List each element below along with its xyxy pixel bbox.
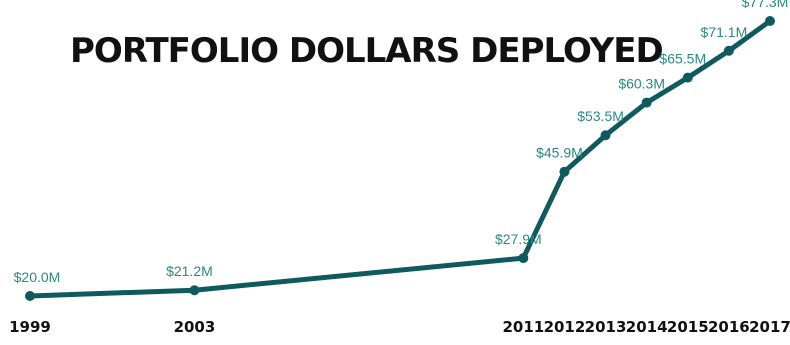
x-tick-label-2014: 2014: [626, 318, 668, 336]
data-point-2003: [189, 285, 200, 296]
x-tick-label-2003: 2003: [174, 318, 216, 336]
data-labels-layer: $20.0M $21.2M $27.9M $45.9M $53.5M $60.3M $65.…: [14, 0, 789, 285]
data-point-2017: [765, 16, 775, 26]
data-point-1999: [25, 291, 35, 301]
x-tick-label-2015: 2015: [667, 318, 709, 336]
x-tick-label-2012: 2012: [544, 318, 586, 336]
x-tick-label-2013: 2013: [585, 318, 627, 336]
chart-title: PORTFOLIO DOLLARS DEPLOYED: [70, 31, 663, 71]
data-point-2016: [723, 45, 734, 56]
data-label-2013: $53.5M: [577, 108, 624, 124]
data-point-2011: [518, 253, 529, 264]
data-point-2014: [641, 97, 652, 108]
data-label-2017: $77.3M: [742, 0, 789, 10]
data-point-2013: [600, 130, 611, 141]
data-label-2014: $60.3M: [618, 76, 665, 92]
data-point-2015: [682, 72, 693, 83]
data-label-2016: $71.1M: [701, 24, 748, 40]
x-tick-label-2011: 2011: [502, 318, 544, 336]
data-label-2003: $21.2M: [166, 263, 213, 279]
x-tick-label-2017: 2017: [749, 318, 790, 336]
x-tick-label-2016: 2016: [708, 318, 750, 336]
data-point-2012: [559, 166, 570, 177]
data-points-layer: [25, 16, 775, 301]
x-tick-labels-layer: 1999 2003 2011 2012 2013 2014 2015 2016 2017: [9, 318, 790, 336]
data-label-2015: $65.5M: [659, 51, 706, 67]
data-label-2011: $27.9M: [495, 231, 542, 247]
data-label-1999: $20.0M: [14, 269, 61, 285]
data-label-2012: $45.9M: [536, 145, 583, 161]
x-tick-label-1999: 1999: [9, 318, 51, 336]
